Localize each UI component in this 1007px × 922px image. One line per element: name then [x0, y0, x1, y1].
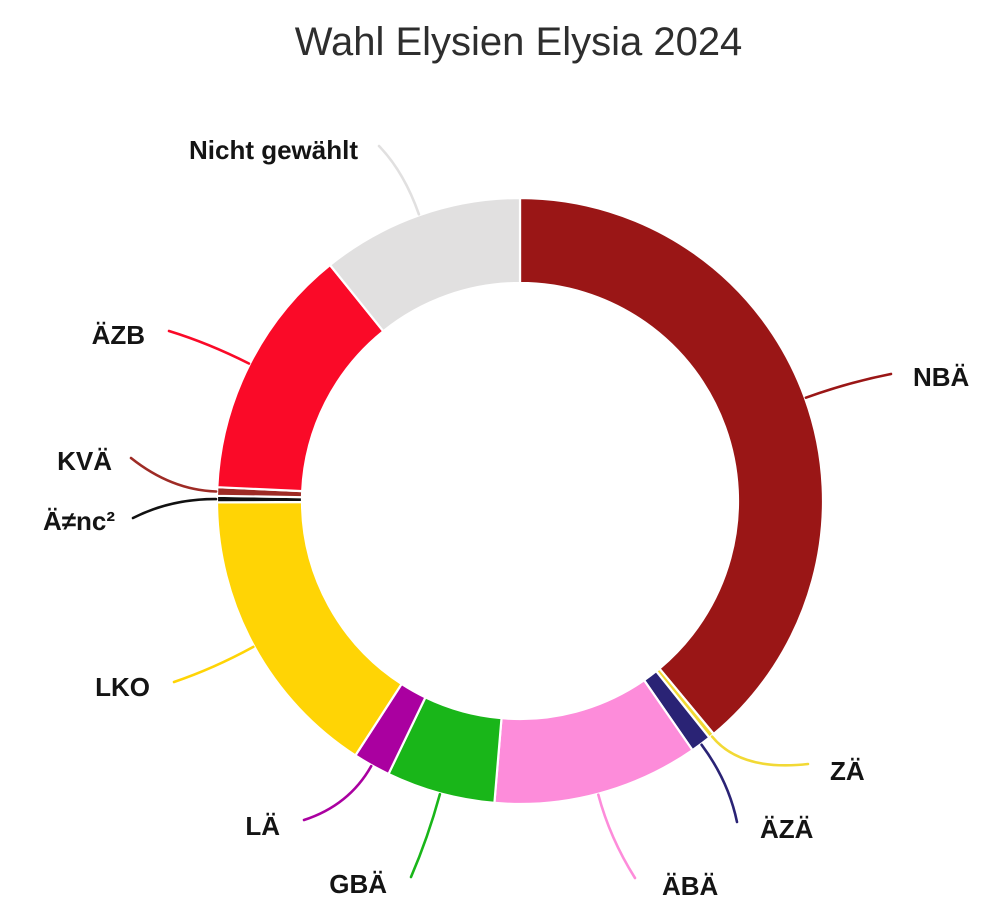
leader-line-4	[409, 792, 442, 879]
leader-line-3	[597, 793, 637, 880]
slice-label-1: ZÄ	[830, 756, 865, 786]
leader-line-10	[377, 144, 421, 216]
slice-label-6: LKO	[95, 672, 150, 702]
slice-label-4: GBÄ	[329, 869, 387, 899]
chart-title: Wahl Elysien Elysia 2024	[294, 20, 743, 64]
leader-line-8	[129, 456, 218, 493]
leader-line-0	[804, 372, 893, 399]
leader-line-5	[302, 764, 373, 822]
slice-label-2: ÄZÄ	[760, 814, 814, 844]
slice-label-9: ÄZB	[92, 320, 145, 350]
leader-line-7	[131, 497, 218, 520]
slice-label-7: Ä≠nc²	[43, 506, 115, 536]
donut-slice-0[interactable]	[518, 196, 825, 736]
slice-label-10: Nicht gewählt	[189, 135, 358, 165]
slice-label-8: KVÄ	[57, 446, 112, 476]
leader-line-2	[700, 743, 739, 824]
slice-label-5: LÄ	[245, 811, 280, 841]
leader-line-6	[172, 645, 255, 684]
donut-slice-10[interactable]	[328, 196, 522, 333]
leader-lines-group	[129, 144, 893, 880]
leader-line-9	[167, 329, 251, 365]
slices-group	[215, 196, 825, 806]
slice-labels-group: NBÄ ZÄ ÄZÄ ÄBÄ GBÄ LÄ LKO Ä≠nc² KVÄ ÄZB Nicht gewä…	[43, 135, 970, 901]
slice-label-0: NBÄ	[913, 362, 970, 392]
leader-line-1	[710, 735, 810, 767]
slice-label-3: ÄBÄ	[662, 871, 719, 901]
donut-slice-6[interactable]	[215, 500, 403, 757]
